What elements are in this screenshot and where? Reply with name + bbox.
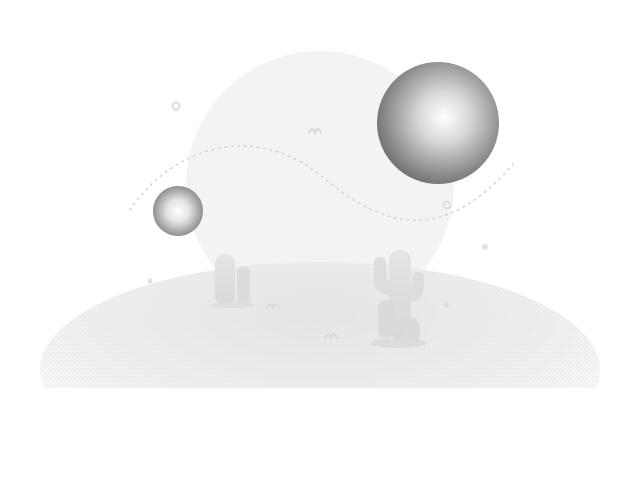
- sparkle-dot-icon: [147, 278, 153, 284]
- sparkle-ring-icon: [171, 101, 181, 111]
- sparkle-dot-icon: [482, 244, 488, 250]
- squiggle-icon: [308, 128, 322, 136]
- cactus-large-right: [370, 250, 426, 348]
- cactus-pair-left: [211, 254, 255, 308]
- squiggle-icon: [324, 333, 338, 341]
- ground-hill: [0, 262, 640, 480]
- pebble-dot: [443, 302, 449, 308]
- sparkle-ring-icon: [442, 200, 452, 210]
- squiggle-icon: [266, 303, 280, 311]
- small-sphere: [153, 186, 203, 236]
- big-sphere: [377, 62, 499, 184]
